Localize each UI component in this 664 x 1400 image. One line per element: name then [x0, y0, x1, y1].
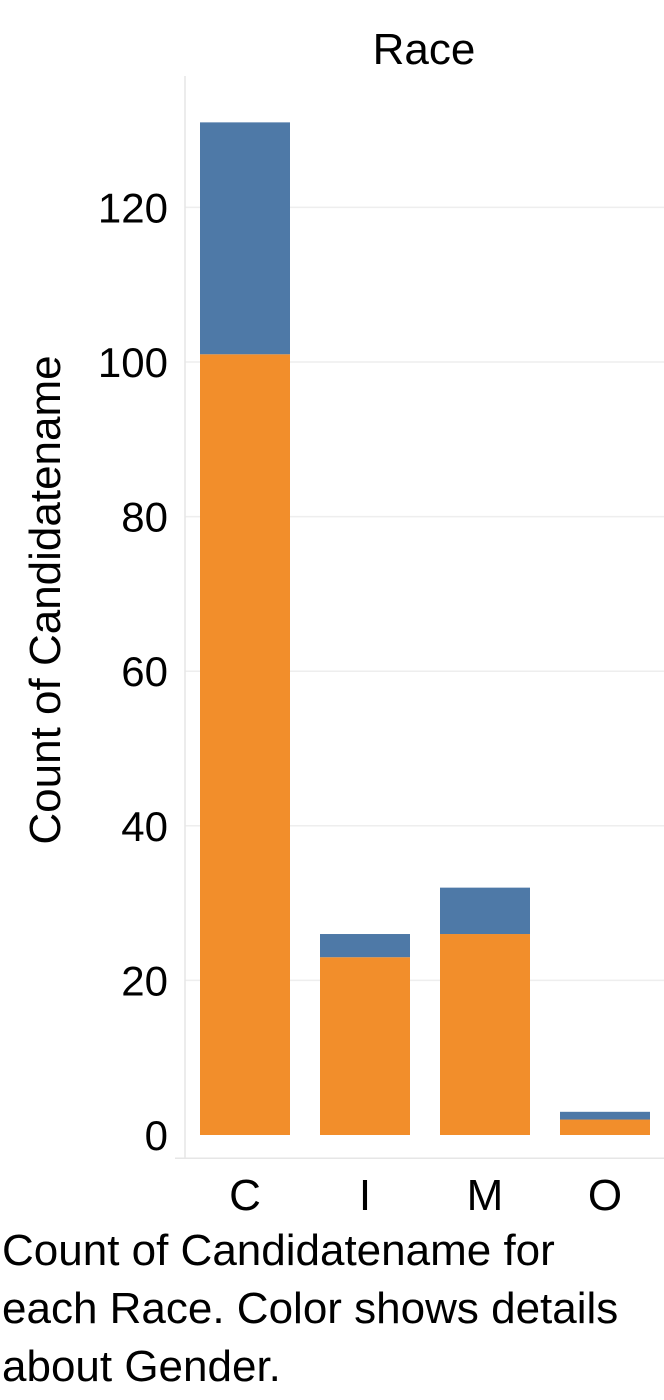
y-tick-label: 80 — [121, 494, 168, 541]
y-tick-label: 60 — [121, 648, 168, 695]
bar-segment-i-1 — [320, 957, 410, 1135]
chart-figure: 0 20 40 60 80 100 120 C I M O Race Count of Candi… — [21, 25, 664, 1215]
y-tick-label: 120 — [98, 184, 168, 231]
x-category-label: I — [359, 1171, 371, 1215]
bar-segment-m-1 — [440, 934, 530, 1135]
bar-segment-m-2 — [440, 887, 530, 935]
y-tick-label: 20 — [121, 957, 168, 1004]
x-category-label: O — [588, 1171, 622, 1215]
x-category-label: M — [467, 1171, 504, 1215]
y-tick-label: 0 — [145, 1112, 168, 1159]
y-tick-label: 100 — [98, 339, 168, 386]
bars — [200, 122, 650, 1135]
chart-caption: Count of Candidatename for each Race. Co… — [2, 1226, 619, 1391]
bar-segment-c-2 — [200, 122, 290, 355]
bar-segment-c-1 — [200, 354, 290, 1135]
bar-segment-o-1 — [560, 1119, 650, 1135]
y-tick-labels: 0 20 40 60 80 100 120 — [98, 184, 168, 1159]
bar-chart: 0 20 40 60 80 100 120 C I M O Race Count of Candi… — [21, 25, 664, 1215]
y-tick-label: 40 — [121, 803, 168, 850]
axes — [175, 75, 664, 1159]
x-category-label: C — [229, 1171, 261, 1215]
bar-segment-o-2 — [560, 1111, 650, 1120]
chart-header: Race — [373, 25, 476, 74]
y-axis-label: Count of Candidatename — [21, 355, 70, 844]
bar-segment-i-2 — [320, 934, 410, 958]
